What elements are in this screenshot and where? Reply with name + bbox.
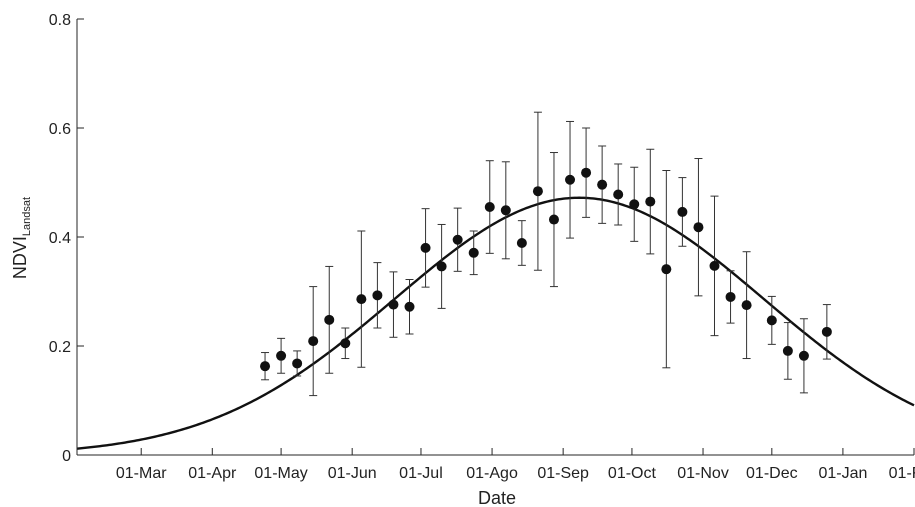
data-point bbox=[260, 361, 271, 372]
data-point bbox=[500, 205, 511, 216]
x-tick-label: 01-Apr bbox=[188, 465, 237, 482]
data-point bbox=[372, 290, 383, 301]
data-point bbox=[276, 350, 287, 361]
y-tick-label: 0.6 bbox=[49, 121, 71, 138]
data-point bbox=[613, 189, 624, 200]
data-point bbox=[741, 300, 752, 311]
data-point bbox=[565, 174, 576, 185]
fitted-curve bbox=[76, 196, 915, 450]
data-point bbox=[821, 326, 832, 337]
data-point bbox=[404, 301, 415, 312]
data-point bbox=[798, 350, 809, 361]
data-point bbox=[388, 299, 399, 310]
data-point bbox=[516, 237, 527, 248]
data-point bbox=[597, 179, 608, 190]
x-tick-label: 01-May bbox=[254, 465, 307, 482]
data-point bbox=[484, 202, 495, 213]
x-tick-label: 01-Nov bbox=[677, 465, 729, 482]
x-tick-label: 01-Ago bbox=[466, 465, 518, 482]
data-point bbox=[420, 242, 431, 253]
x-tick-label: 01-Jul bbox=[399, 465, 443, 482]
data-point bbox=[324, 314, 335, 325]
x-axis-label: Date bbox=[478, 488, 516, 507]
x-tick-label: 01-Feb bbox=[889, 465, 915, 482]
data-point bbox=[645, 196, 656, 207]
data-point bbox=[452, 234, 463, 245]
data-point bbox=[581, 167, 592, 178]
y-tick-label: 0 bbox=[62, 448, 71, 465]
data-point bbox=[661, 264, 672, 275]
data-point bbox=[436, 261, 447, 272]
data-point bbox=[693, 222, 704, 233]
data-point bbox=[725, 291, 736, 302]
data-point bbox=[766, 315, 777, 326]
data-point bbox=[356, 294, 367, 305]
data-point bbox=[629, 199, 640, 210]
data-point bbox=[709, 260, 720, 271]
data-point bbox=[782, 345, 793, 356]
x-tick-label: 01-Mar bbox=[116, 465, 167, 482]
x-tick-label: 01-Jun bbox=[328, 465, 377, 482]
svg-text:NDVILandsat: NDVILandsat bbox=[10, 197, 33, 279]
data-point bbox=[292, 358, 303, 369]
data-point bbox=[548, 214, 559, 225]
data-point bbox=[532, 186, 543, 197]
data-point bbox=[677, 206, 688, 217]
y-axis-label-main: NDVI bbox=[10, 236, 30, 279]
axes: 0 0.2 0.4 0.6 0.8 01-Mar 01-Apr 01-May 01-Jun 01-… bbox=[49, 12, 915, 482]
data-point bbox=[308, 336, 319, 347]
y-axis-label: NDVILandsat bbox=[10, 197, 33, 279]
y-axis-label-subscript: Landsat bbox=[21, 197, 33, 236]
x-tick-label: 01-Dec bbox=[746, 465, 798, 482]
y-tick-label: 0.2 bbox=[49, 339, 71, 356]
x-tick-label: 01-Sep bbox=[537, 465, 589, 482]
data-point bbox=[340, 338, 351, 349]
plot-area bbox=[76, 111, 915, 450]
y-tick-label: 0.8 bbox=[49, 12, 71, 29]
y-tick-label: 0.4 bbox=[49, 230, 71, 247]
data-point bbox=[468, 247, 479, 258]
x-tick-label: 01-Jan bbox=[818, 465, 867, 482]
x-tick-label: 01-Oct bbox=[608, 465, 657, 482]
